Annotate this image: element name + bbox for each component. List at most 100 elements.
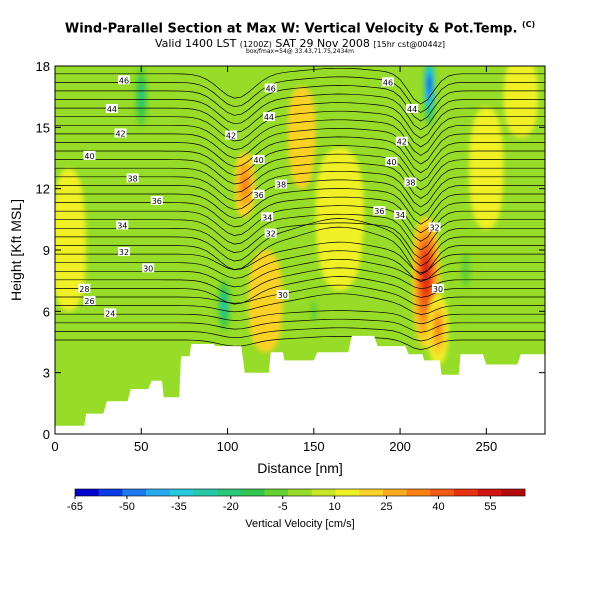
isentrope-label-bg-28 — [428, 222, 441, 232]
isentrope-label-2: 42 — [115, 129, 125, 138]
isentrope-label-bg-29 — [432, 283, 445, 293]
downdraft-core-12-2 — [461, 253, 471, 288]
isentrope-label-bg-3 — [83, 150, 96, 160]
colorbar-tick-label-6: 25 — [380, 501, 392, 513]
x-tick-label-1: 50 — [134, 439, 148, 454]
isentrope-label-8: 30 — [143, 264, 153, 273]
isentrope-line-27 — [55, 102, 545, 139]
downdraft-core-11-3 — [139, 86, 144, 107]
colorbar-swatch-2 — [122, 489, 147, 496]
isentrope-labels: 46 44 42 40 38 36 34 32 30 28 26 24 46 44 42 40 38 36 34 32… — [78, 75, 445, 318]
x-tick-label-3: 150 — [303, 439, 325, 454]
colorbar-swatch-3 — [146, 489, 171, 496]
isentrope-label-14: 42 — [226, 132, 236, 141]
updraft-core-2-2 — [241, 173, 249, 196]
isentrope-line-12 — [55, 218, 545, 267]
isentropes — [55, 67, 545, 350]
isentrope-label-bg-25 — [404, 177, 417, 187]
colorbar-swatch-9 — [288, 489, 313, 496]
x-tick-label-4: 200 — [389, 439, 411, 454]
isentrope-line-6 — [55, 276, 545, 305]
isentrope-label-bg-13 — [262, 112, 275, 122]
isentrope-line-23 — [55, 136, 545, 174]
valid-utc: (1200Z) — [239, 40, 272, 49]
isentrope-label-17: 36 — [253, 191, 263, 200]
isentrope-line-24 — [55, 128, 545, 165]
y-tick-label-4: 12 — [36, 182, 50, 197]
isentrope-line-20 — [55, 162, 545, 199]
isentrope-label-bg-23 — [395, 136, 408, 146]
isentrope-line-3 — [55, 310, 545, 325]
isentrope-label-bg-10 — [83, 296, 96, 306]
isentrope-line-15 — [55, 205, 545, 242]
isentrope-label-bg-24 — [385, 157, 398, 167]
colorbar-tick-label-7: 40 — [432, 501, 444, 513]
plot-area: 46 44 42 40 38 36 34 32 30 28 26 24 46 44 42 40 38 36 34 32… — [55, 66, 545, 434]
colorbar: -65 -50 -35 -20 -5 10 25 40 55 — [67, 488, 526, 513]
valid-prefix: Valid 1400 LST — [154, 37, 237, 50]
isentrope-label-23: 42 — [397, 138, 407, 147]
chart-title-text: Wind-Parallel Section at Max W: Vertical… — [64, 21, 518, 37]
isentrope-line-8 — [55, 258, 545, 288]
isentrope-label-bg-21 — [381, 77, 394, 87]
isentrope-label-bg-26 — [373, 206, 386, 216]
x-tick-label-0: 0 — [51, 439, 58, 454]
colorbar-swatch-8 — [264, 489, 289, 496]
isentrope-label-bg-18 — [261, 212, 274, 222]
colorbar-tick-label-8: 55 — [484, 501, 496, 513]
valid-date: SAT 29 Nov 2008 — [275, 37, 370, 50]
isentrope-label-20: 30 — [278, 291, 288, 300]
isentrope-line-11 — [55, 226, 545, 276]
colorbar-swatch-13 — [382, 489, 407, 496]
colorbar-swatch-7 — [240, 489, 265, 496]
isentrope-label-6: 34 — [117, 221, 127, 230]
isentrope-label-bg-27 — [394, 210, 407, 220]
x-axis-label: Distance [nm] — [257, 460, 343, 476]
isentrope-line-25 — [55, 119, 545, 156]
isentrope-label-bg-0 — [118, 75, 131, 85]
x-tick-label-2: 100 — [217, 439, 239, 454]
colorbar-swatch-6 — [217, 489, 242, 496]
isentrope-label-bg-5 — [150, 195, 163, 205]
isentrope-label-10: 26 — [84, 297, 94, 306]
isentrope-line-2 — [55, 318, 545, 333]
chart-subtitle: Valid 1400 LST (1200Z) SAT 29 Nov 2008 [… — [0, 37, 600, 50]
isentrope-label-19: 32 — [266, 230, 276, 239]
chart-title-mark: (C) — [521, 20, 536, 29]
y-tick-label-5: 15 — [36, 120, 50, 135]
isentrope-label-25: 38 — [405, 179, 415, 188]
isentrope-line-4 — [55, 293, 545, 315]
isentrope-label-3: 40 — [84, 152, 94, 161]
x-tick-label-5: 250 — [475, 439, 497, 454]
updraft-core-8-0 — [503, 66, 539, 138]
isentrope-label-bg-22 — [406, 103, 419, 113]
colorbar-swatch-12 — [359, 489, 384, 496]
isentrope-label-bg-2 — [114, 128, 127, 138]
colorbar-swatch-0 — [75, 489, 99, 496]
updraft-core-4-0 — [315, 147, 364, 291]
isentrope-label-5: 36 — [152, 197, 162, 206]
chart-title: Wind-Parallel Section at Max W: Vertical… — [0, 20, 600, 36]
colorbar-tick-label-1: -50 — [119, 501, 135, 513]
isentrope-label-12: 46 — [266, 84, 276, 93]
colorbar-swatch-17 — [477, 489, 502, 496]
isentrope-label-24: 40 — [386, 158, 396, 167]
isentrope-label-18: 34 — [262, 213, 272, 222]
isentrope-label-11: 24 — [105, 309, 115, 318]
isentrope-line-28 — [55, 93, 545, 131]
isentrope-label-bg-7 — [118, 247, 131, 257]
isentrope-label-bg-9 — [78, 283, 91, 293]
y-tick-label-1: 3 — [43, 366, 50, 381]
isentrope-label-4: 38 — [128, 174, 138, 183]
isentrope-line-10 — [55, 241, 545, 274]
isentrope-line-9 — [55, 250, 545, 282]
isentrope-line-21 — [55, 153, 545, 191]
colorbar-swatch-11 — [335, 489, 360, 496]
isentrope-line-1 — [55, 327, 545, 342]
downdraft-core-9-9 — [428, 79, 431, 88]
isentrope-label-9: 28 — [79, 285, 89, 294]
colorbar-tick-label-2: -35 — [171, 501, 187, 513]
y-tick-label-0: 0 — [43, 427, 50, 442]
